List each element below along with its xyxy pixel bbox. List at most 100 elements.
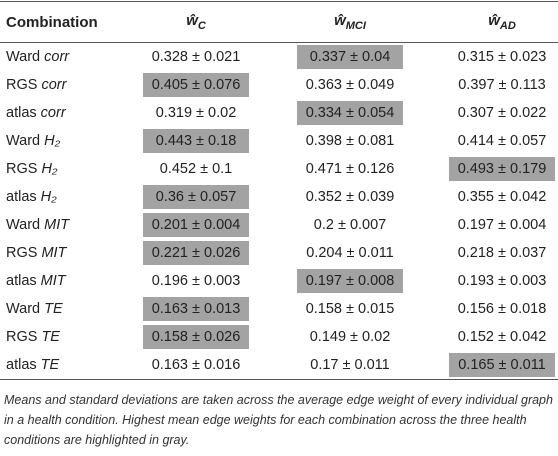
table-cell: 0.193 ± 0.003 xyxy=(446,267,558,295)
measure: MIT xyxy=(40,273,66,289)
cell-value: 0.158 ± 0.026 xyxy=(143,325,249,349)
cell-value: 0.204 ± 0.011 xyxy=(306,245,394,261)
table-cell: 0.355 ± 0.042 xyxy=(446,183,558,211)
method: RGS xyxy=(6,329,38,345)
header-row: Combination ŵC ŵMCI ŵAD xyxy=(0,1,558,43)
table-row: Ward H₂ 0.443 ± 0.18 0.398 ± 0.081 0.414 ± … xyxy=(0,127,558,155)
cell-value: 0.307 ± 0.022 xyxy=(457,105,547,121)
method: RGS xyxy=(6,77,38,93)
row-label: Ward corr xyxy=(0,43,138,72)
cell-value: 0.197 ± 0.004 xyxy=(457,217,547,233)
cell-value: 0.452 ± 0.1 xyxy=(159,161,233,177)
symbol-base: ŵ xyxy=(186,12,198,29)
table-row: Ward corr 0.328 ± 0.021 0.337 ± 0.04 0.315 … xyxy=(0,43,558,72)
row-label: atlas MIT xyxy=(0,267,138,295)
cell-value: 0.414 ± 0.057 xyxy=(457,133,547,149)
cell-value: 0.352 ± 0.039 xyxy=(305,189,395,205)
table-cell: 0.452 ± 0.1 xyxy=(138,155,254,183)
table-cell: 0.196 ± 0.003 xyxy=(138,267,254,295)
results-table: Combination ŵC ŵMCI ŵAD Ward corr 0.328 ± 0.… xyxy=(0,1,558,380)
table-cell: 0.334 ± 0.054 xyxy=(254,99,446,127)
row-label: RGS H₂ xyxy=(0,155,138,183)
cell-value: 0.355 ± 0.042 xyxy=(457,189,547,205)
table-cell: 0.337 ± 0.04 xyxy=(254,43,446,72)
cell-value: 0.337 ± 0.04 xyxy=(297,45,403,69)
table-cell: 0.315 ± 0.023 xyxy=(446,43,558,72)
cell-value: 0.493 ± 0.179 xyxy=(449,157,555,181)
caption: Means and standard deviations are taken … xyxy=(4,393,553,447)
row-label: Ward TE xyxy=(0,295,138,323)
cell-value: 0.2 ± 0.007 xyxy=(313,217,387,233)
cell-value: 0.334 ± 0.054 xyxy=(297,101,403,125)
cell-value: 0.36 ± 0.057 xyxy=(143,185,249,209)
table-cell: 0.218 ± 0.037 xyxy=(446,239,558,267)
symbol-base: ŵ xyxy=(488,12,500,29)
method: Ward xyxy=(6,301,41,317)
row-label: RGS TE xyxy=(0,323,138,351)
cell-value: 0.149 ± 0.02 xyxy=(309,329,391,345)
table-cell: 0.201 ± 0.004 xyxy=(138,211,254,239)
cell-value: 0.328 ± 0.021 xyxy=(151,49,241,65)
table-cell: 0.471 ± 0.126 xyxy=(254,155,446,183)
row-label: Ward MIT xyxy=(0,211,138,239)
table-cell: 0.204 ± 0.011 xyxy=(254,239,446,267)
table-row: Ward TE 0.163 ± 0.013 0.158 ± 0.015 0.156 ±… xyxy=(0,295,558,323)
cell-value: 0.165 ± 0.011 xyxy=(449,353,555,377)
row-label: Ward H₂ xyxy=(0,127,138,155)
cell-value: 0.315 ± 0.023 xyxy=(457,49,547,65)
table-cell: 0.405 ± 0.076 xyxy=(138,71,254,99)
cell-value: 0.193 ± 0.003 xyxy=(457,273,547,289)
table-cell: 0.2 ± 0.007 xyxy=(254,211,446,239)
cell-value: 0.405 ± 0.076 xyxy=(143,73,249,97)
measure: corr xyxy=(41,77,67,93)
symbol-subscript: MCI xyxy=(345,20,366,32)
table-cell: 0.319 ± 0.02 xyxy=(138,99,254,127)
method: atlas xyxy=(6,357,37,373)
table-cell: 0.17 ± 0.011 xyxy=(254,351,446,380)
cell-value: 0.319 ± 0.02 xyxy=(155,105,237,121)
table-cell: 0.328 ± 0.021 xyxy=(138,43,254,72)
cell-value: 0.397 ± 0.113 xyxy=(458,77,546,93)
table-cell: 0.493 ± 0.179 xyxy=(446,155,558,183)
measure: MIT xyxy=(41,245,67,261)
cell-value: 0.196 ± 0.003 xyxy=(151,273,241,289)
column-header: ŵMCI xyxy=(254,2,446,43)
column-header: Combination xyxy=(6,13,98,31)
measure: H₂ xyxy=(41,161,58,177)
cell-value: 0.197 ± 0.008 xyxy=(297,269,403,293)
table-body: Ward corr 0.328 ± 0.021 0.337 ± 0.04 0.315 … xyxy=(0,43,558,380)
table-row: RGS H₂ 0.452 ± 0.1 0.471 ± 0.126 0.493 ± 0.… xyxy=(0,155,558,183)
table-cell: 0.156 ± 0.018 xyxy=(446,295,558,323)
row-label: RGS MIT xyxy=(0,239,138,267)
table-row: atlas corr 0.319 ± 0.02 0.334 ± 0.054 0.307… xyxy=(0,99,558,127)
cell-value: 0.221 ± 0.026 xyxy=(143,241,249,265)
weight-symbol: ŵAD xyxy=(488,12,516,32)
table-cell: 0.414 ± 0.057 xyxy=(446,127,558,155)
table-row: atlas H₂ 0.36 ± 0.057 0.352 ± 0.039 0.355 ±… xyxy=(0,183,558,211)
measure: TE xyxy=(41,329,60,345)
column-header: ŵAD xyxy=(446,2,558,43)
cell-value: 0.471 ± 0.126 xyxy=(305,161,395,177)
table-row: Ward MIT 0.201 ± 0.004 0.2 ± 0.007 0.197 ± … xyxy=(0,211,558,239)
cell-value: 0.443 ± 0.18 xyxy=(143,129,249,153)
method: Ward xyxy=(6,49,41,65)
table-cell: 0.163 ± 0.013 xyxy=(138,295,254,323)
table-cell: 0.352 ± 0.039 xyxy=(254,183,446,211)
table-cell: 0.36 ± 0.057 xyxy=(138,183,254,211)
method: RGS xyxy=(6,161,38,177)
table-cell: 0.307 ± 0.022 xyxy=(446,99,558,127)
table-cell: 0.443 ± 0.18 xyxy=(138,127,254,155)
table-row: RGS TE 0.158 ± 0.026 0.149 ± 0.02 0.152 ± 0… xyxy=(0,323,558,351)
cell-value: 0.156 ± 0.018 xyxy=(457,301,547,317)
cell-value: 0.218 ± 0.037 xyxy=(457,245,547,261)
table-cell: 0.363 ± 0.049 xyxy=(254,71,446,99)
measure: MIT xyxy=(44,217,70,233)
table-row: RGS MIT 0.221 ± 0.026 0.204 ± 0.011 0.218 ±… xyxy=(0,239,558,267)
table-cell: 0.158 ± 0.026 xyxy=(138,323,254,351)
symbol-base: ŵ xyxy=(334,12,346,29)
cell-value: 0.158 ± 0.015 xyxy=(305,301,395,317)
row-label: atlas H₂ xyxy=(0,183,138,211)
table-row: atlas TE 0.163 ± 0.016 0.17 ± 0.011 0.165 ±… xyxy=(0,351,558,380)
measure: TE xyxy=(40,357,60,373)
